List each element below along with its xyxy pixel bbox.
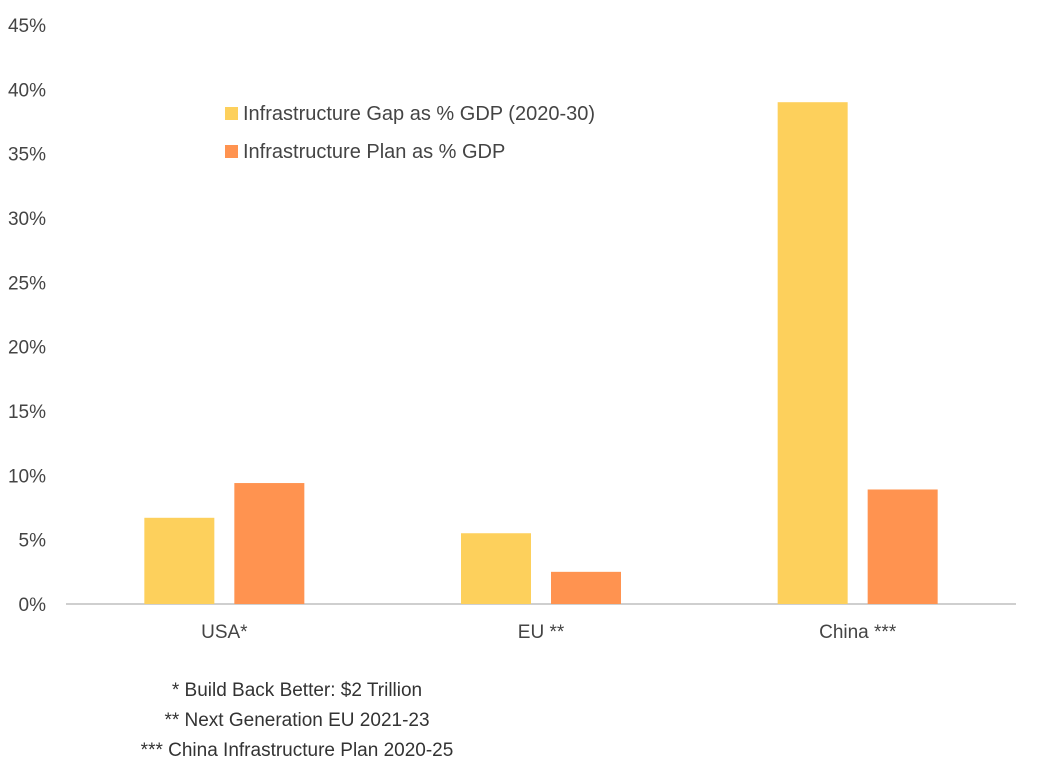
y-tick-label: 15% <box>8 402 46 423</box>
footnotes: * Build Back Better: $2 Trillion ** Next… <box>141 680 454 761</box>
x-category-label: USA* <box>201 622 248 643</box>
legend-label-gap: Infrastructure Gap as % GDP (2020-30) <box>243 103 595 125</box>
legend-swatch-gap <box>225 107 238 120</box>
y-tick-label: 10% <box>8 466 46 487</box>
bar-plan-0 <box>234 483 305 604</box>
y-axis-ticks: 0% 5% 10% 15% 20% 25% 30% 35% 40% 45% <box>8 16 46 616</box>
x-axis-categories: USA* EU ** China *** <box>201 622 897 643</box>
y-tick-label: 40% <box>8 80 46 101</box>
y-tick-label: 35% <box>8 145 46 166</box>
footnote-eu: ** Next Generation EU 2021-23 <box>164 710 429 731</box>
legend-swatch-plan <box>225 145 238 158</box>
legend-label-plan: Infrastructure Plan as % GDP <box>243 141 505 163</box>
bar-plan-1 <box>551 571 621 604</box>
y-tick-label: 0% <box>19 595 47 616</box>
y-tick-label: 5% <box>19 531 47 552</box>
x-category-label: China *** <box>819 622 897 643</box>
legend: Infrastructure Gap as % GDP (2020-30) In… <box>225 103 595 163</box>
bars <box>144 102 938 604</box>
y-tick-label: 45% <box>8 16 46 37</box>
bar-plan-2 <box>867 489 938 604</box>
y-tick-label: 30% <box>8 209 46 230</box>
footnote-usa: * Build Back Better: $2 Trillion <box>172 680 422 701</box>
bar-gap-2 <box>777 102 848 604</box>
x-category-label: EU ** <box>518 622 565 643</box>
bar-gap-0 <box>144 517 215 604</box>
footnote-china: *** China Infrastructure Plan 2020-25 <box>141 740 454 761</box>
bar-gap-1 <box>461 533 531 604</box>
y-tick-label: 25% <box>8 273 46 294</box>
y-tick-label: 20% <box>8 338 46 359</box>
